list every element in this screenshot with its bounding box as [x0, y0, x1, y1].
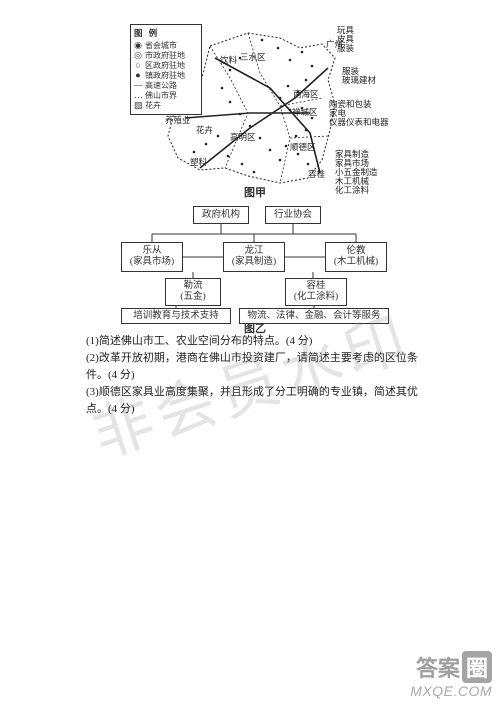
- map-caption: 图甲: [130, 184, 380, 200]
- legend-symbol: ●: [134, 71, 142, 80]
- question-list: (1)简述佛山市工、农业空间分布的特点。(4 分) (2)改革开放初期，港商在佛…: [86, 333, 426, 418]
- legend-label: 区政府驻地: [145, 61, 185, 71]
- map-label: 陶瓷和包装家电仪器仪表和电器: [329, 100, 389, 127]
- map-legend: 图 例 ◉省会城市◎市政府驻地○区政府驻地●镇政府驻地—高速公路…佛山市界▧花卉: [130, 24, 202, 115]
- legend-symbol: ◎: [134, 51, 142, 60]
- legend-item: —高速公路: [134, 81, 198, 91]
- map-label: 高明区: [230, 133, 256, 142]
- legend-symbol: ▧: [134, 101, 142, 110]
- page: 图 例 ◉省会城市◎市政府驻地○区政府驻地●镇政府驻地—高速公路…佛山市界▧花卉…: [0, 0, 500, 707]
- legend-label: 高速公路: [145, 81, 177, 91]
- flow-box: 行业协会: [265, 206, 321, 224]
- legend-label: 镇政府驻地: [145, 71, 185, 81]
- flow-box: 伦教(木工机械): [325, 242, 387, 272]
- map-label: 南海区: [293, 90, 319, 99]
- figure-flowchart: 政府机构行业协会乐从(家具市场) 龙江(家具制造) 伦教(木工机械) 勒流(五金) 容桂…: [115, 206, 395, 324]
- question-3: (3)顺德区家具业高度集聚，并且形成了分工明确的专业镇，简述其优点。(4 分): [86, 384, 426, 418]
- legend-item: …佛山市界: [134, 91, 198, 101]
- watermark-brand: 答案圈: [410, 651, 492, 683]
- flow-box: 政府机构: [193, 206, 249, 224]
- flow-box: 勒流(五金): [165, 278, 221, 306]
- map-label: 花卉: [196, 126, 213, 135]
- legend-symbol: ○: [134, 61, 142, 70]
- map-label: 饮料: [220, 56, 237, 65]
- legend-item: ▧花卉: [134, 101, 198, 111]
- legend-label: 佛山市界: [145, 91, 177, 101]
- legend-item: ●镇政府驻地: [134, 71, 198, 81]
- map-label: 玩具皮具服装: [337, 26, 354, 53]
- map-label: 养殖业: [165, 116, 191, 125]
- legend-label: 市政府驻地: [145, 51, 185, 61]
- map-label: 服装玻璃建材: [342, 67, 376, 85]
- figure-map: 图 例 ◉省会城市◎市政府驻地○区政府驻地●镇政府驻地—高速公路…佛山市界▧花卉…: [130, 18, 380, 198]
- map-label: 三水区: [240, 53, 266, 62]
- flow-box: 龙江(家具制造): [223, 242, 285, 272]
- map-label: 禅城区: [292, 108, 318, 117]
- map-label: 容桂: [308, 170, 325, 179]
- legend-item: ◎市政府驻地: [134, 51, 198, 61]
- flow-box: 乐从(家具市场): [121, 242, 183, 272]
- watermark-corner: 答案圈 MXQE.COM: [410, 651, 492, 699]
- legend-item: ○区政府驻地: [134, 61, 198, 71]
- map-label: 顺德区: [290, 143, 316, 152]
- legend-label: 花卉: [145, 101, 161, 111]
- legend-symbol: —: [134, 81, 142, 90]
- question-2: (2)改革开放初期，港商在佛山市投资建厂，请简述主要考虑的区位条件。(4 分): [86, 350, 426, 384]
- watermark-url: MXQE.COM: [410, 683, 492, 699]
- legend-symbol: …: [134, 91, 142, 100]
- map-label: 塑料: [190, 158, 207, 167]
- legend-label: 省会城市: [145, 41, 177, 51]
- flow-box: 容桂(化工涂料): [285, 278, 347, 306]
- legend-symbol: ◉: [134, 41, 142, 50]
- legend-item: ◉省会城市: [134, 41, 198, 51]
- question-1: (1)简述佛山市工、农业空间分布的特点。(4 分): [86, 333, 426, 350]
- legend-title: 图 例: [134, 28, 198, 39]
